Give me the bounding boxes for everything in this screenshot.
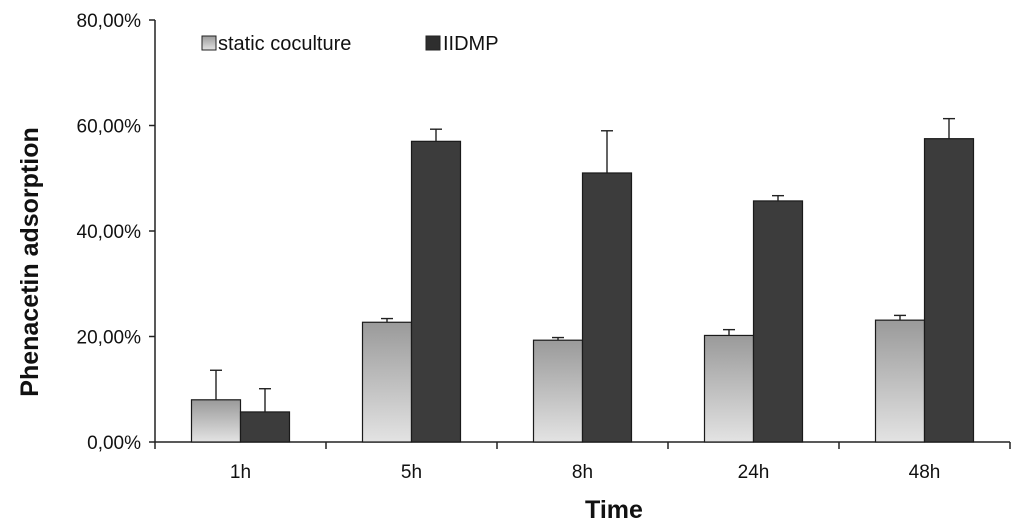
error-bars	[210, 117, 955, 412]
bar-static-coculture-1h	[190, 399, 242, 443]
legend-label-static-coculture: static coculture	[218, 33, 351, 55]
bars	[190, 138, 975, 443]
bar-static-coculture-48h	[874, 319, 926, 443]
bar-iidmp-1h	[239, 411, 291, 443]
bar-iidmp-48h	[923, 138, 975, 443]
bar-static-coculture-5h	[361, 321, 413, 443]
y-axis-title: Phenacetin adsorption	[16, 127, 44, 396]
legend-label-iidmp: IIDMP	[443, 33, 499, 55]
y-tick-label: 0,00%	[87, 433, 141, 454]
bar-iidmp-8h	[581, 172, 633, 443]
legend-swatch-iidmp	[425, 35, 441, 51]
y-ticks: 0,00% 20,00% 40,00% 60,00% 80,00%	[77, 11, 155, 454]
bar-static-coculture-8h	[532, 339, 584, 443]
y-tick-label: 20,00%	[77, 328, 142, 349]
x-tick-label: 5h	[401, 462, 422, 483]
legend: static coculture IIDMP	[201, 33, 499, 55]
y-tick-label: 80,00%	[77, 11, 142, 32]
x-tick-label: 8h	[572, 462, 593, 483]
bar-static-coculture-24h	[703, 334, 755, 443]
x-axis-title: Time	[585, 496, 643, 524]
y-tick-label: 60,00%	[77, 117, 142, 138]
x-ticks: 1h 5h 8h 24h 48h	[154, 442, 1011, 483]
x-tick-label: 24h	[738, 462, 770, 483]
legend-swatch-static-coculture	[201, 35, 217, 51]
bar-iidmp-24h	[752, 200, 804, 443]
bar-iidmp-5h	[410, 140, 462, 443]
x-tick-label: 48h	[909, 462, 941, 483]
y-tick-label: 40,00%	[77, 222, 142, 243]
x-tick-label: 1h	[230, 462, 251, 483]
